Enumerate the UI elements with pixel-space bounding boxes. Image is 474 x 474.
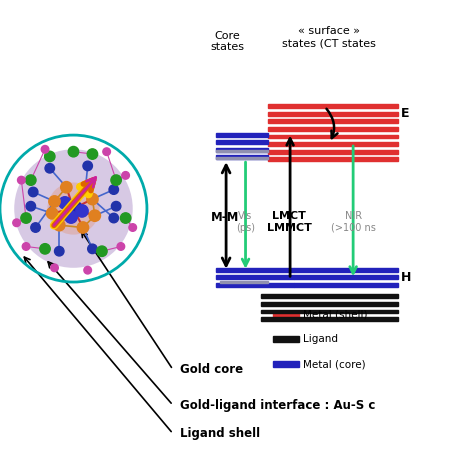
Bar [268,112,398,116]
Circle shape [26,201,36,211]
Circle shape [87,193,98,205]
Circle shape [83,161,92,171]
Circle shape [49,196,60,207]
Bar [216,268,294,272]
Bar [216,155,268,159]
Text: states (CT states: states (CT states [283,39,376,49]
Circle shape [65,200,82,217]
Bar [261,310,398,313]
Text: E: E [401,107,409,120]
Circle shape [117,243,125,250]
Circle shape [45,164,55,173]
Bar [294,268,398,272]
Circle shape [111,175,121,185]
Bar [216,275,294,279]
Circle shape [54,219,65,231]
Bar [294,283,398,287]
Circle shape [120,213,131,223]
Circle shape [51,264,58,272]
Bar [216,140,268,144]
Bar [268,150,398,154]
Circle shape [45,151,55,162]
Circle shape [111,201,121,211]
Bar [216,157,268,159]
Bar [268,142,398,146]
Text: Metal (core): Metal (core) [303,359,366,369]
Circle shape [109,213,118,223]
Circle shape [28,187,38,197]
FancyArrowPatch shape [327,109,337,138]
Circle shape [80,184,91,195]
Bar [294,275,398,279]
Bar [261,302,398,306]
Bar [273,336,299,342]
Circle shape [55,246,64,256]
Bar [268,127,398,131]
Circle shape [76,205,88,217]
Circle shape [46,208,58,219]
Text: Gold core: Gold core [180,363,243,376]
Bar [261,294,398,298]
Text: LMCT
LMMCT: LMCT LMMCT [267,211,311,233]
Circle shape [103,148,110,155]
Text: M-M: M-M [211,211,239,224]
Text: Ligand: Ligand [303,334,338,345]
Circle shape [122,172,129,179]
Circle shape [97,246,107,256]
Circle shape [22,243,30,250]
Text: Vis
(ps): Vis (ps) [236,211,255,233]
Circle shape [47,182,100,235]
Text: Core
states: Core states [210,31,245,53]
Circle shape [89,210,100,221]
Circle shape [77,222,89,233]
Bar [220,281,268,283]
Circle shape [41,146,49,153]
Bar [268,135,398,138]
Circle shape [129,224,137,231]
Circle shape [18,176,25,184]
Bar [268,104,398,108]
Circle shape [40,244,50,254]
Bar [268,119,398,123]
Circle shape [21,213,31,223]
Circle shape [59,197,71,209]
Circle shape [65,211,77,223]
Text: NIR
(>100 ns: NIR (>100 ns [331,211,375,233]
Text: H: H [401,271,411,284]
Bar [216,133,268,137]
Circle shape [26,175,36,185]
Text: « surface »: « surface » [299,26,360,36]
Circle shape [87,149,98,159]
Bar [273,311,299,318]
Bar [268,157,398,161]
Circle shape [13,219,20,227]
Circle shape [84,266,91,274]
Circle shape [68,146,79,157]
Bar [216,148,268,152]
Circle shape [31,223,40,232]
Bar [261,317,398,321]
Circle shape [109,185,118,194]
Text: Metal (shell): Metal (shell) [303,310,368,320]
Circle shape [88,244,97,254]
Text: Gold-ligand interface : Au-S c: Gold-ligand interface : Au-S c [180,399,375,412]
Bar [273,361,299,367]
Text: Ligand shell: Ligand shell [180,427,260,440]
Circle shape [14,149,133,268]
Circle shape [61,182,72,193]
Bar [216,283,294,287]
Bar [216,150,268,152]
